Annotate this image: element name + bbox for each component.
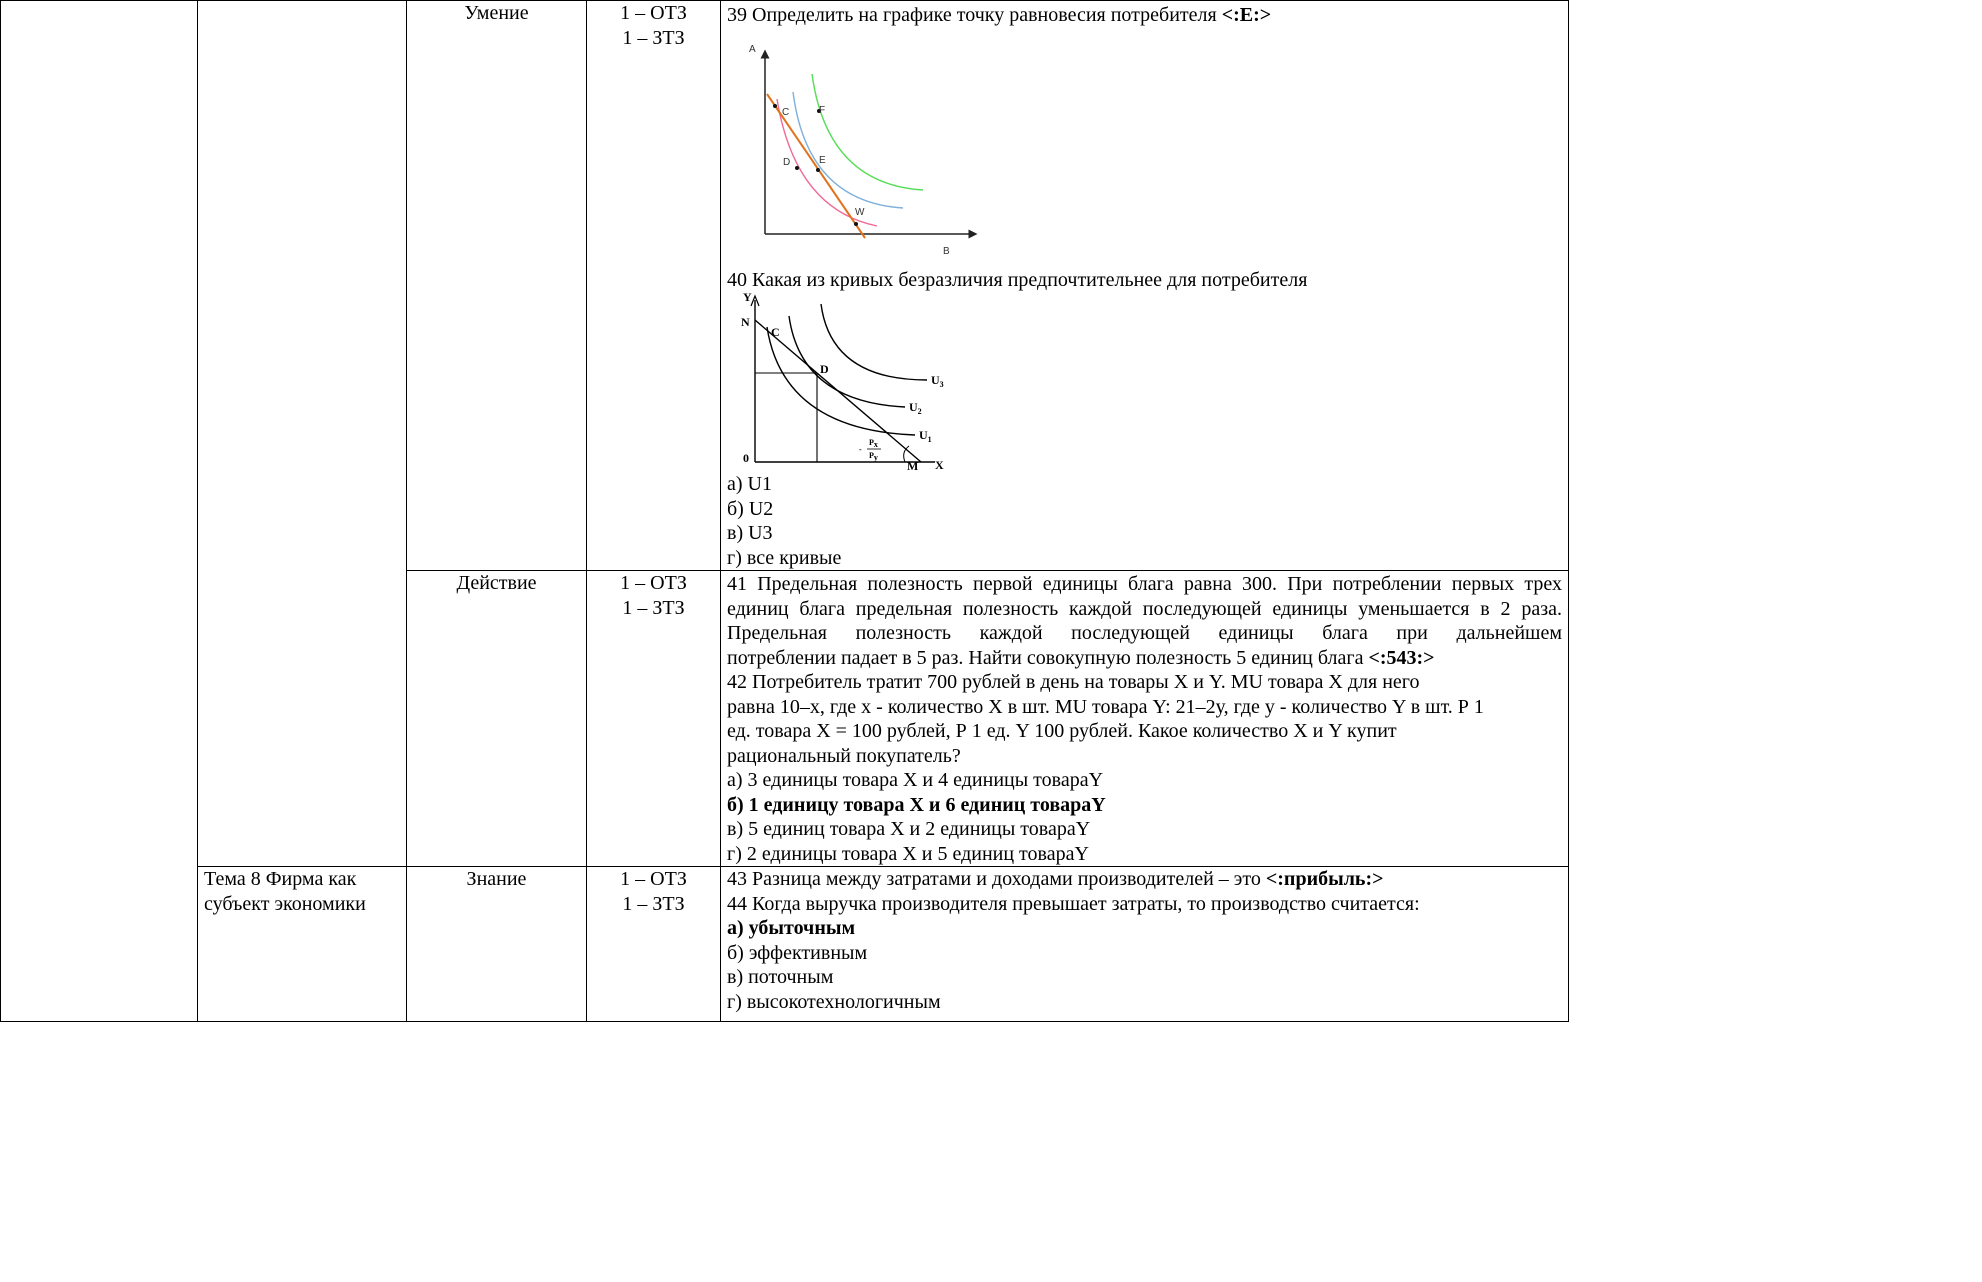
questions-cell: 43 Разница между затратами и доходами пр…: [720, 866, 1569, 1022]
task-type-cell: 1 – ОТЗ 1 – ЗТЗ: [586, 570, 721, 867]
origin-label: 0: [743, 451, 749, 465]
option-item: б) эффективным: [727, 941, 868, 964]
indifference-curve-low: [776, 98, 878, 227]
point-dot: [773, 103, 777, 108]
indifference-curve-mid: [792, 91, 904, 209]
intercept-y-label: N: [741, 315, 750, 329]
axis-y-label: Y: [743, 292, 752, 304]
option-item-correct: б) 1 единицу товара X и 6 единиц товараY: [727, 793, 1106, 816]
question-line: 42 Потребитель тратит 700 рублей в день …: [727, 671, 1420, 693]
row-umenie: Умение 1 – ОТЗ 1 – ЗТЗ 39 Определить на …: [0, 0, 1569, 1022]
document-page: Умение 1 – ОТЗ 1 – ЗТЗ 39 Определить на …: [0, 0, 1569, 1022]
question-line: потреблении падает в 5 раз. Найти совоку…: [727, 646, 1435, 669]
point-label: D: [820, 362, 829, 376]
question-answer: <:543:>: [1368, 646, 1435, 669]
point-label: D: [783, 157, 790, 168]
level-label: Знание: [466, 868, 527, 890]
slope-angle-arc: [903, 445, 910, 463]
row-deistvie: Действие 1 – ОТЗ 1 – ЗТЗ 41 Предельная п…: [1, 570, 1569, 867]
level-label: Действие: [456, 572, 537, 594]
task-type-cell: 1 – ОТЗ 1 – ЗТЗ: [586, 866, 721, 1022]
topic-line: субъект экономики: [204, 892, 366, 915]
figure-39-consumer-equilibrium: A B C F D E W: [749, 44, 978, 257]
row-znanie: Тема 8 Фирма как субъект экономики Знани…: [1, 866, 1569, 1022]
option-item: в) поточным: [727, 966, 834, 988]
topic-line: Тема 8 Фирма как: [204, 868, 357, 890]
curve-label-u3: U3: [931, 373, 944, 389]
task-type-line: 1 – ЗТЗ: [622, 26, 685, 49]
level-cell: Умение: [406, 0, 587, 571]
question-answer: <:E:>: [1221, 4, 1272, 26]
y-axis-arrow: [750, 294, 760, 307]
level-label: Умение: [464, 2, 529, 24]
option-item: б) U2: [727, 497, 774, 520]
question-41: 41 Предельная полезность первой единицы …: [727, 572, 1562, 670]
questions-cell: 41 Предельная полезность первой единицы …: [720, 570, 1569, 867]
task-type-line: 1 – ОТЗ: [620, 572, 687, 594]
level-cell: Действие: [406, 570, 587, 867]
column-1-cell: [0, 0, 198, 1022]
question-line: рациональный покупатель?: [727, 744, 961, 767]
task-type-line: 1 – ЗТЗ: [622, 892, 685, 915]
budget-line: [766, 92, 866, 239]
questions-cell: 39 Определить на графике точку равновеси…: [720, 0, 1569, 571]
indifference-curve-high: [811, 73, 924, 191]
axis-x-label: B: [943, 246, 950, 257]
point-label: E: [819, 155, 826, 166]
question-text: 39 Определить на графике точку равновеси…: [727, 4, 1222, 26]
question-line: ед. товара X = 100 рублей, Р 1 ед. Y 100…: [727, 720, 1397, 742]
curve-u1: [766, 326, 916, 436]
slope-sign: -: [859, 445, 862, 454]
question-43: 43 Разница между затратами и доходами пр…: [727, 868, 1384, 890]
point-dot: [795, 165, 799, 170]
point-label: C: [771, 325, 780, 339]
option-item: г) высокотехнологичным: [727, 990, 941, 1013]
intercept-x-label: M: [907, 459, 918, 472]
option-item: а) 3 единицы товара X и 4 единицы товара…: [727, 769, 1104, 791]
axis-x-label: X: [935, 458, 944, 472]
task-type-line: 1 – ОТЗ: [620, 2, 687, 24]
task-type-line: 1 – ОТЗ: [620, 868, 687, 890]
option-item: в) 5 единиц товара X и 2 единицы товараY: [727, 818, 1091, 840]
curve-label-u2: U2: [909, 400, 922, 416]
option-item: в) U3: [727, 522, 773, 544]
point-label: W: [855, 207, 865, 218]
point-dot: [854, 221, 858, 226]
point-label: C: [782, 107, 789, 118]
slope-numerator: Px: [869, 438, 878, 449]
task-type-line: 1 – ЗТЗ: [622, 596, 685, 619]
question-line: Предельная полезность каждой последующей…: [727, 622, 1562, 644]
topic-cell: Тема 8 Фирма как субъект экономики: [197, 866, 407, 1022]
option-item: г) все кривые: [727, 546, 842, 569]
option-item-correct: а) убыточным: [727, 917, 856, 939]
slope-denominator: Py: [869, 451, 878, 462]
task-type-cell: 1 – ОТЗ 1 – ЗТЗ: [586, 0, 721, 571]
figure-40-indifference-curves: Y X 0 N M C D U3 U2 U1 - Px Py: [741, 292, 944, 472]
option-item: г) 2 единицы товара X и 5 единиц товараY: [727, 842, 1089, 865]
question-line: равна 10–х, где х - количество X в шт. M…: [727, 695, 1484, 718]
question-line: единиц блага предельная полезность каждо…: [727, 597, 1562, 620]
point-dot: [816, 167, 820, 172]
curve-label-u1: U1: [919, 428, 932, 444]
question-answer: <:прибыль:>: [1265, 868, 1384, 890]
question-line: 41 Предельная полезность первой единицы …: [727, 573, 1562, 595]
point-dot: [817, 108, 821, 113]
level-cell: Знание: [406, 866, 587, 1022]
question-42: 42 Потребитель тратит 700 рублей в день …: [727, 670, 1562, 866]
question-44: 44 Когда выручка производителя превышает…: [727, 892, 1420, 915]
option-item: а) U1: [727, 473, 772, 495]
curve-u3: [820, 303, 928, 381]
axis-y-label: A: [749, 44, 756, 55]
point-label: F: [819, 105, 825, 116]
question-40: 40 Какая из кривых безразличия предпочти…: [727, 268, 1308, 291]
topic-cell-empty: [197, 0, 407, 867]
assessment-table: Умение 1 – ОТЗ 1 – ЗТЗ 39 Определить на …: [0, 0, 1569, 1022]
question-39: 39 Определить на графике точку равновеси…: [727, 3, 1562, 28]
curve-u2: [788, 315, 906, 408]
